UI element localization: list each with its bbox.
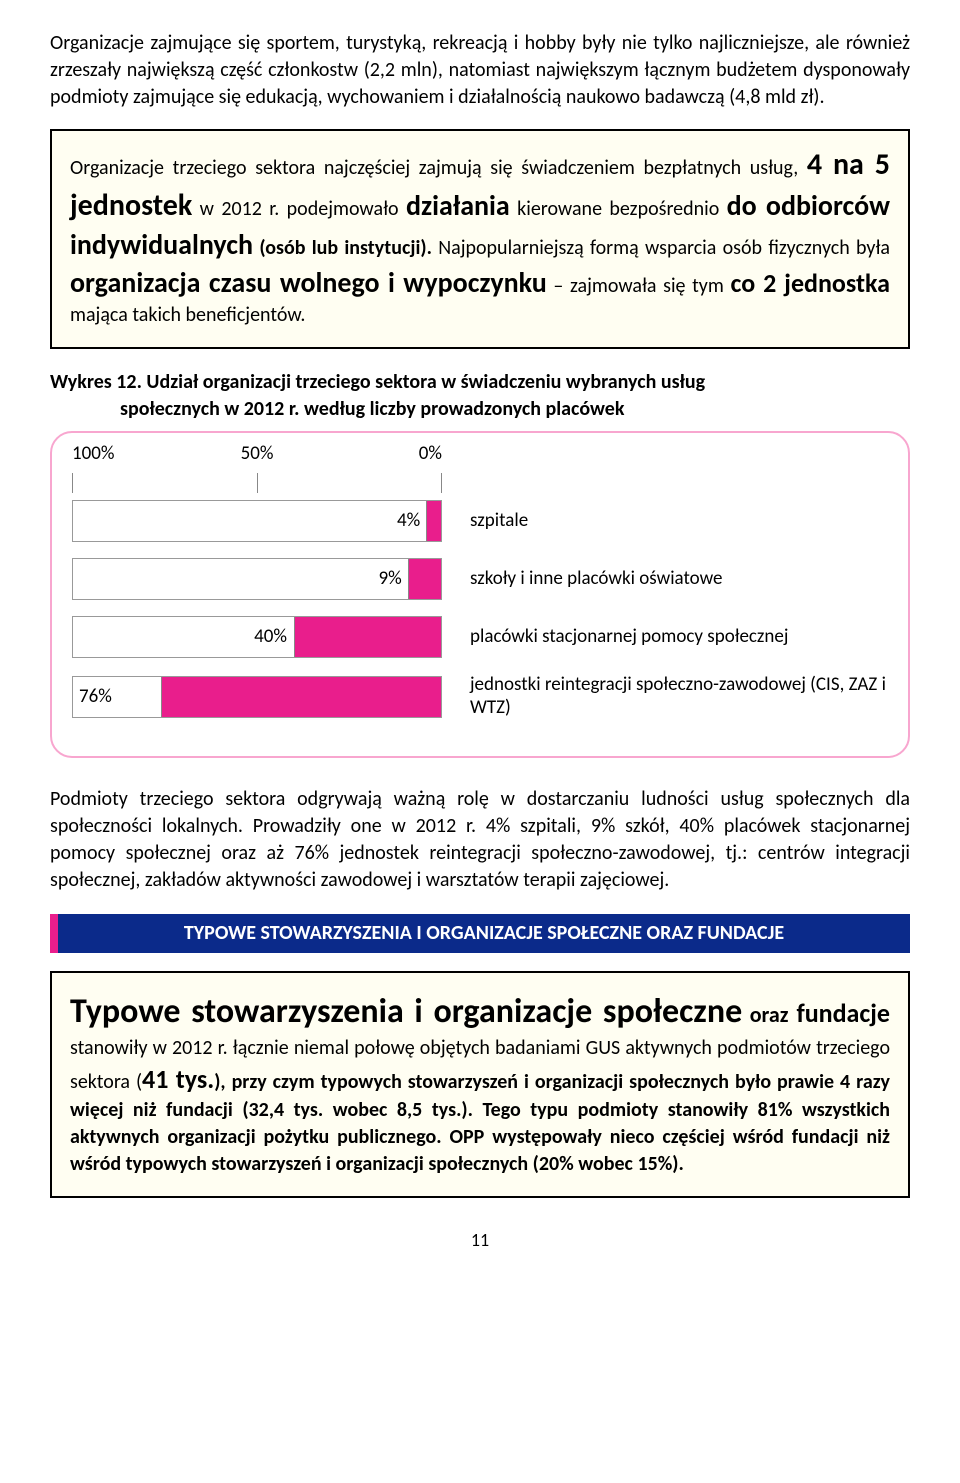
bar-row: 40% placówki stacjonarnej pomocy społeczn… — [72, 616, 888, 658]
box2-fundacje: fundacje — [796, 997, 890, 1029]
bar-label: jednostki reintegracji społeczno-zawodow… — [470, 674, 888, 720]
hl-kierowane: kierowane bezpośrednio — [517, 197, 727, 221]
axis-50: 50% — [241, 441, 274, 467]
bar-value: 4% — [397, 508, 420, 534]
bar-fill — [408, 559, 441, 599]
axis-ticks — [72, 473, 442, 493]
axis-100: 100% — [72, 441, 114, 467]
chart-title: Wykres 12. Udział organizacji trzeciego … — [50, 369, 910, 423]
bar-track: 9% — [72, 558, 442, 600]
chart-title-l1: Wykres 12. Udział organizacji trzeciego … — [50, 370, 705, 394]
box2-count: 41 tys. — [142, 1063, 214, 1095]
bar-label: szkoły i inne placówki oświatowe — [470, 568, 722, 591]
axis-0: 0% — [419, 441, 442, 467]
bar-value: 40% — [254, 624, 287, 650]
hl-co2: co 2 jednostka — [730, 267, 890, 299]
bar-row: 4% szpitale — [72, 500, 888, 542]
bar-row: 76% jednostki reintegracji społeczno-zawo… — [72, 674, 888, 720]
bar-value: 76% — [79, 684, 112, 710]
intro-paragraph: Organizacje zajmujące się sportem, turys… — [50, 30, 910, 111]
bar-row: 9% szkoły i inne placówki oświatowe — [72, 558, 888, 600]
box2-lead: Typowe stowarzyszenia i organizacje społ… — [70, 991, 742, 1032]
axis-labels: 100% 50% 0% — [72, 441, 442, 467]
bar-fill — [161, 677, 441, 717]
hl-pop-pre: Najpopularniejszą formą wsparcia osób fi… — [438, 236, 890, 260]
hl-org-czasu: organizacja czasu wolnego i wypoczynku — [70, 265, 547, 300]
box2-oraz: oraz — [750, 1001, 797, 1028]
bar-track: 4% — [72, 500, 442, 542]
bar-value: 9% — [378, 566, 401, 592]
hl-dzialania: działania — [406, 188, 510, 223]
bar-label: placówki stacjonarnej pomocy społecznej — [470, 626, 788, 649]
bar-fill — [426, 501, 441, 541]
body-paragraph: Podmioty trzeciego sektora odgrywają waż… — [50, 786, 910, 894]
section-banner: TYPOWE STOWARZYSZENIA I ORGANIZACJE SPOŁ… — [50, 914, 910, 953]
summary-box: Typowe stowarzyszenia i organizacje społ… — [50, 971, 910, 1198]
bar-label: szpitale — [470, 510, 528, 533]
hl-majaca: mająca takich beneficjentów. — [70, 303, 305, 327]
highlight-callout-box: Organizacje trzeciego sektora najczęście… — [50, 129, 910, 349]
bar-fill — [294, 617, 441, 657]
chart-container: 100% 50% 0% 4% szpitale 9% szkoły i inne pl… — [50, 431, 910, 758]
hl-tymco: – zajmowała się tym — [553, 274, 730, 298]
page-number: 11 — [50, 1228, 910, 1252]
hl-osob: (osób lub instytucji). — [259, 236, 438, 260]
bar-track: 76% — [72, 676, 442, 718]
hl-sentence1: Organizacje trzeciego sektora najczęście… — [70, 156, 798, 180]
bar-track: 40% — [72, 616, 442, 658]
hl-ratio-post: w 2012 r. podejmowało — [200, 197, 406, 221]
chart-title-l2: społecznych w 2012 r. według liczby prow… — [120, 396, 910, 423]
